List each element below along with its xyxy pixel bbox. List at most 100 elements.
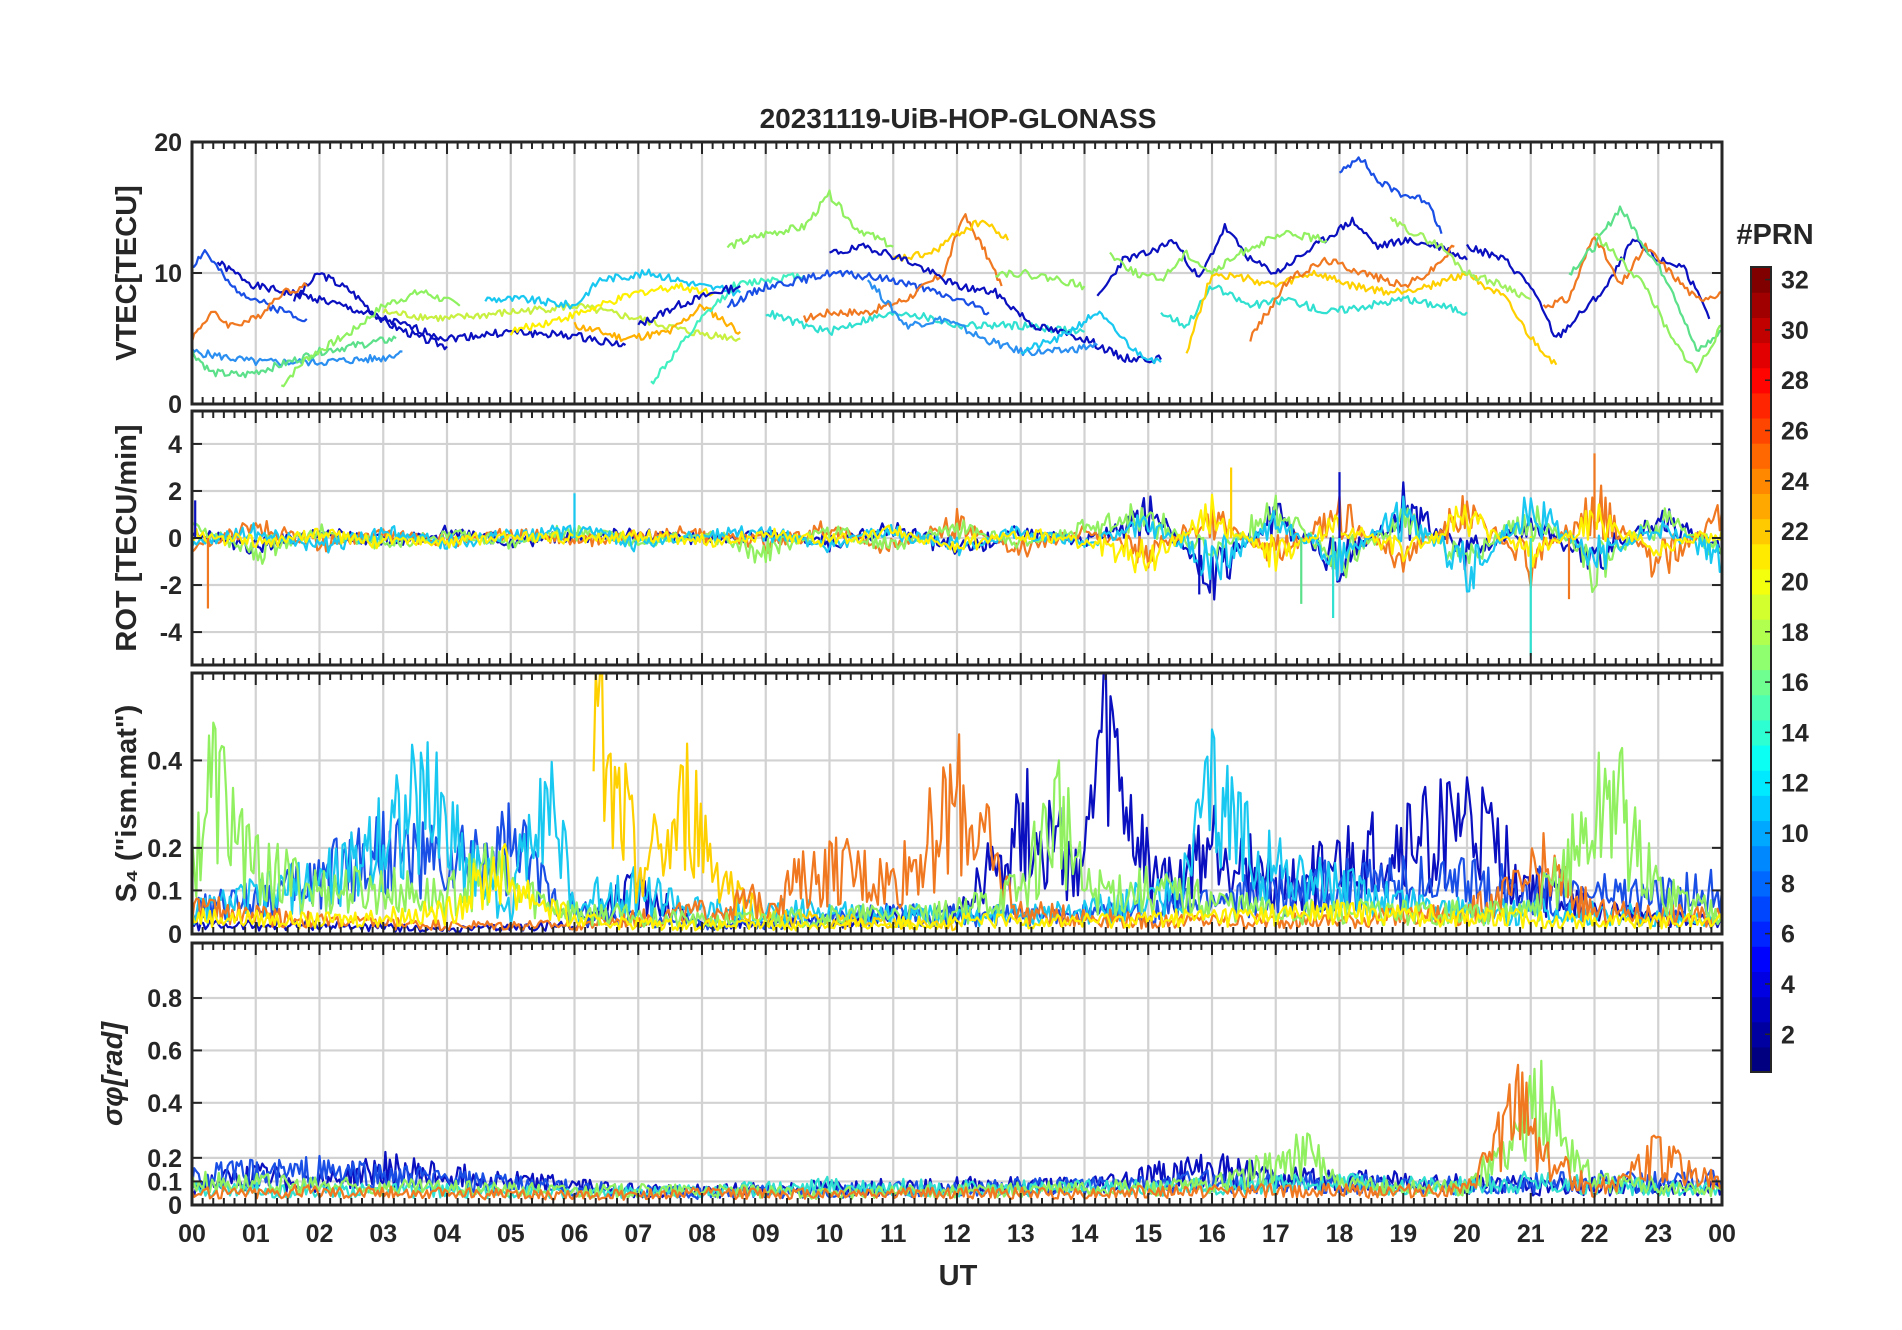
y-tick-label: 0.1 — [147, 1168, 182, 1196]
x-tick-label: 09 — [752, 1220, 780, 1248]
x-tick-label: 18 — [1326, 1220, 1354, 1248]
x-tick-label: 22 — [1581, 1220, 1609, 1248]
colorbar-tick-label: 30 — [1781, 317, 1809, 345]
data-series-rot-5 — [192, 493, 1722, 574]
colorbar-tick-label: 4 — [1781, 971, 1795, 999]
x-tick-label: 02 — [306, 1220, 334, 1248]
colorbar-level — [1751, 921, 1771, 947]
x-tick-label: 16 — [1198, 1220, 1226, 1248]
x-tick-label: 01 — [242, 1220, 270, 1248]
colorbar-level — [1751, 543, 1771, 570]
data-series-s4-2 — [192, 802, 1722, 931]
data-series-vtec-18 — [892, 219, 1010, 262]
data-series-vtec-31 — [1542, 236, 1722, 309]
colorbar-level — [1751, 870, 1771, 897]
x-tick-label: 10 — [816, 1220, 844, 1248]
colorbar-level — [1751, 292, 1771, 318]
colorbar-level — [1751, 493, 1771, 520]
data-series-vtec-15 — [726, 269, 990, 316]
x-tick-label: 00 — [1708, 1220, 1736, 1248]
x-tick-label: 20 — [1453, 1220, 1481, 1248]
y-tick-label: 0.8 — [147, 985, 182, 1013]
colorbar-level — [1751, 518, 1771, 545]
x-tick-label: 23 — [1644, 1220, 1672, 1248]
y-axis-title: σφ[rad] — [97, 1021, 129, 1126]
colorbar-level — [1751, 744, 1771, 771]
x-tick-label: 00 — [178, 1220, 206, 1248]
data-series-vtec-25 — [1109, 229, 1328, 282]
colorbar-tick-label: 12 — [1781, 770, 1809, 798]
data-series-vtec-2 — [192, 249, 308, 323]
data-series-vtec-11 — [573, 303, 741, 343]
colorbar-level — [1751, 946, 1771, 972]
colorbar-level — [1751, 845, 1771, 872]
colorbar-level — [1751, 468, 1771, 495]
y-tick-label: -2 — [160, 572, 182, 600]
data-series-vtec-10 — [509, 282, 716, 336]
data-series-vtec-3 — [292, 272, 448, 351]
y-tick-label: 0.4 — [147, 1090, 182, 1118]
data-series-vtec-14 — [726, 189, 894, 249]
x-tick-label: 19 — [1389, 1220, 1417, 1248]
colorbar-tick-label: 14 — [1781, 719, 1809, 747]
colorbar-tick-label: 32 — [1781, 267, 1809, 295]
colorbar-level — [1751, 694, 1771, 721]
y-tick-label: 20 — [154, 129, 182, 157]
series-group — [192, 1059, 1722, 1201]
panel-sigma_phi: 00.10.2 0.4 0.6 0.8 σφ[rad] — [97, 941, 1724, 1220]
colorbar-tick-label: 20 — [1781, 568, 1809, 596]
x-tick-label: 13 — [1007, 1220, 1035, 1248]
colorbar-tick-label: 2 — [1781, 1021, 1795, 1049]
colorbar-tick-label: 8 — [1781, 870, 1795, 898]
data-series-vtec-24 — [1338, 156, 1443, 235]
colorbar-level — [1751, 443, 1771, 469]
data-series-vtec-23 — [1096, 216, 1468, 297]
y-tick-label: 0.2 — [147, 1145, 182, 1173]
colorbar-tick-label: 10 — [1781, 820, 1809, 848]
y-tick-label: 0.6 — [147, 1037, 182, 1065]
colorbar-level — [1751, 644, 1771, 671]
colorbar-level — [1751, 392, 1771, 419]
colorbar-level — [1751, 795, 1771, 822]
colorbar-level — [1751, 267, 1771, 293]
colorbar-level — [1751, 1021, 1771, 1048]
data-series-s4-6 — [192, 721, 1722, 930]
colorbar-tick-label: 28 — [1781, 367, 1809, 395]
data-series-vtec-33 — [1593, 232, 1722, 374]
data-series-vtec-13 — [637, 284, 741, 326]
x-tick-label: 17 — [1262, 1220, 1290, 1248]
data-series-vtec-22 — [995, 268, 1086, 291]
y-tick-label: 0 — [168, 921, 182, 949]
colorbar-tick-label: 22 — [1781, 518, 1809, 546]
data-series-vtec-19 — [829, 242, 1162, 364]
data-series-vtec-32 — [1568, 205, 1722, 352]
data-series-vtec-27 — [1185, 269, 1558, 366]
data-series-vtec-5 — [192, 347, 403, 367]
data-series-vtec-6 — [192, 335, 397, 379]
data-series-vtec-9 — [484, 268, 742, 310]
colorbar-tick-label: 6 — [1781, 921, 1795, 949]
y-tick-label: 4 — [168, 431, 182, 459]
data-series-vtec-30 — [1466, 238, 1711, 339]
series-group — [192, 156, 1722, 388]
x-tick-label: 12 — [943, 1220, 971, 1248]
colorbar-level — [1751, 669, 1771, 696]
colorbar-level — [1751, 820, 1771, 847]
colorbar-level — [1751, 594, 1771, 620]
x-tick-label: 03 — [369, 1220, 397, 1248]
y-tick-label: 10 — [154, 260, 182, 288]
colorbar-tick-label: 16 — [1781, 669, 1809, 697]
colorbar-frame — [1750, 266, 1772, 1073]
x-axis-title: UT — [939, 1260, 978, 1292]
data-series-sigma_phi-5 — [192, 1063, 1722, 1201]
y-tick-label: 0.1 — [147, 877, 182, 905]
colorbar-tick-label: 26 — [1781, 418, 1809, 446]
colorbar-tick-label: 24 — [1781, 468, 1809, 496]
x-tick-label: 15 — [1134, 1220, 1162, 1248]
colorbar-tick-label: 18 — [1781, 619, 1809, 647]
data-series-rot-1 — [192, 481, 1722, 601]
data-series-vtec-17 — [802, 213, 1003, 323]
